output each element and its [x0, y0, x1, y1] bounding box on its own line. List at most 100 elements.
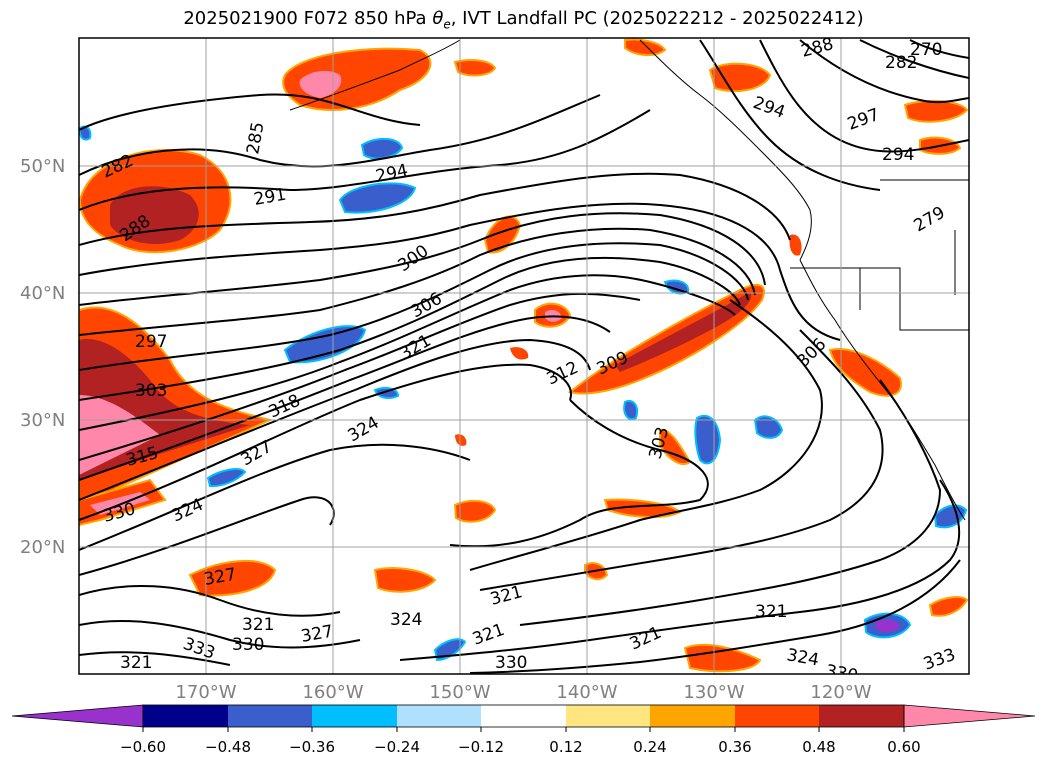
contour-label: 321: [120, 653, 152, 673]
negative-region: [753, 415, 784, 439]
colorbar-tick-label: 0.48: [802, 738, 835, 756]
positive-region: [928, 596, 969, 617]
theta-symbol: θ: [432, 8, 444, 29]
canada-coast: [639, 39, 812, 261]
positive-region: [188, 559, 277, 597]
lat-label-30n: 30°N: [20, 410, 65, 431]
contour-line: [79, 620, 361, 649]
contour-line: [79, 227, 756, 336]
contour-label: 294: [882, 145, 914, 165]
colorbar-swatch: [650, 705, 735, 727]
contour-label: 330: [495, 653, 527, 673]
colorbar-extend-min: [11, 704, 144, 728]
contour-line: [79, 93, 421, 131]
colorbar-swatch: [397, 705, 481, 727]
colorbar-tick-label: −0.12: [458, 738, 504, 756]
negative-region: [623, 399, 638, 420]
contour-line: [79, 338, 591, 501]
map-frame: [78, 37, 970, 675]
colorbar-tick-label: 0.24: [633, 738, 666, 756]
contour-line: [79, 292, 641, 461]
contour-label: 270: [910, 40, 942, 60]
negative-region: [283, 325, 367, 364]
lon-label-170w: 170°W: [175, 682, 236, 703]
positive-region: [455, 434, 467, 446]
positive-region: [373, 567, 437, 593]
coastlines: [289, 39, 969, 521]
contour-label: 282: [885, 53, 917, 73]
colorbar-tick-label: −0.48: [205, 738, 251, 756]
positive-region: [79, 395, 160, 475]
positive-region: [683, 643, 762, 673]
contour-label: 330: [232, 635, 264, 655]
positive-region: [110, 186, 199, 245]
lat-label-50n: 50°N: [20, 156, 65, 177]
negative-region: [433, 638, 467, 662]
contour-line: [79, 651, 231, 666]
lat-label-40n: 40°N: [20, 283, 65, 304]
contour-line: [79, 94, 601, 176]
positive-region: [453, 499, 497, 523]
colorbar-tick-label: −0.60: [120, 738, 166, 756]
contour-line: [79, 363, 572, 521]
contour-line: [79, 172, 791, 246]
theta-e-contours: [79, 39, 969, 674]
contour-line: [799, 39, 969, 104]
negative-region: [206, 468, 247, 488]
positive-region: [615, 292, 752, 372]
colorbar-tick-label: 0.12: [549, 738, 582, 756]
contour-label: 321: [755, 602, 787, 622]
contour-line: [79, 202, 841, 341]
contour-line: [79, 242, 749, 371]
lon-label-150w: 150°W: [429, 682, 490, 703]
contour-label: 288: [799, 34, 836, 62]
colorbar-swatch: [481, 705, 566, 727]
alaska-coast: [289, 39, 461, 111]
contour-line: [469, 559, 961, 674]
contour-line: [479, 329, 884, 591]
colorbar-swatch: [566, 705, 650, 727]
contour-line: [79, 257, 741, 401]
colorbar-frame: [142, 704, 905, 728]
contour-line: [79, 315, 611, 481]
us-west-coast: [799, 259, 966, 521]
contour-line: [759, 39, 969, 153]
negative-region: [338, 182, 417, 214]
contour-line: [79, 496, 335, 576]
colorbar-tick-label: −0.36: [289, 738, 335, 756]
contour-label: 324: [390, 610, 422, 630]
lat-label-20n: 20°N: [20, 537, 65, 558]
contour-line: [399, 479, 961, 661]
positive-region: [299, 70, 342, 98]
positive-region: [789, 234, 802, 256]
colorbar-swatch: [819, 705, 904, 727]
colorbar-swatch: [143, 705, 228, 727]
contour-label: 303: [135, 381, 167, 401]
negative-region: [694, 414, 722, 465]
colorbar-extend-max: [903, 704, 1036, 728]
contour-line: [449, 399, 709, 548]
colorbar-tick-label: −0.24: [374, 738, 420, 756]
contour-line: [859, 39, 969, 79]
lon-label-120w: 120°W: [810, 682, 871, 703]
contour-line: [469, 299, 823, 571]
lon-label-140w: 140°W: [556, 682, 617, 703]
map-title: 2025021900 F072 850 hPa θe, IVT Landfall…: [183, 8, 864, 32]
contour-line: [699, 39, 881, 191]
positive-region: [453, 59, 497, 77]
graticule: [79, 38, 969, 674]
contour-label: 330: [824, 661, 859, 686]
contour-line: [79, 212, 766, 306]
colorbar: −0.60 −0.48 −0.36 −0.24 −0.12 0.12 0.24 …: [11, 704, 1036, 756]
positive-region: [708, 62, 772, 93]
colorbar-swatch: [312, 705, 397, 727]
lon-label-130w: 130°W: [683, 682, 744, 703]
contour-line: [79, 443, 471, 551]
colorbar-swatch: [228, 705, 312, 727]
negative-region: [875, 619, 900, 632]
contour-line: [79, 109, 651, 211]
ivt-shading: [79, 38, 969, 673]
contour-line: [79, 584, 341, 617]
colorbar-ticks: [142, 727, 905, 732]
